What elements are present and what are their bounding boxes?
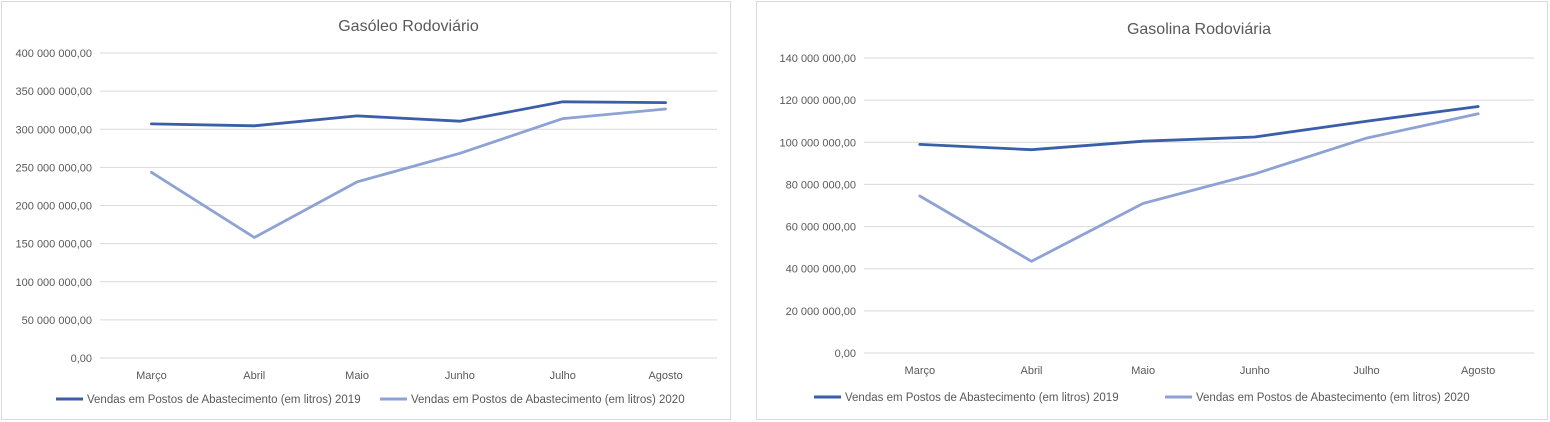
x-tick-label: Agosto <box>1461 365 1495 377</box>
series-line-2 <box>918 112 1480 263</box>
x-tick-label: Março <box>905 365 936 377</box>
x-tick-label: Julho <box>550 370 576 382</box>
y-tick-label: 150 000 000,00 <box>16 239 92 251</box>
x-tick-label: Julho <box>1353 365 1379 377</box>
x-tick-label: Agosto <box>648 370 682 382</box>
y-tick-label: 140 000 000,00 <box>780 53 856 65</box>
y-tick-label: 200 000 000,00 <box>16 201 92 213</box>
legend-label: Vendas em Postos de Abastecimento (em li… <box>87 394 361 406</box>
chart-svg-gasolina: Gasolina Rodoviária 0,00 20 000 000,00 40 0… <box>780 21 1534 404</box>
y-tick-label: 350 000 000,00 <box>16 86 92 98</box>
chart-title: Gasóleo Rodoviário <box>338 18 479 35</box>
legend-label: Vendas em Postos de Abastecimento (em li… <box>1196 392 1470 404</box>
x-tick-label: Abril <box>1020 365 1042 377</box>
y-tick-label: 0,00 <box>71 353 92 365</box>
chart-panel-gasolina: Gasolina Rodoviária 0,00 20 000 000,00 40 0… <box>756 1 1548 420</box>
y-tick-label: 40 000 000,00 <box>786 264 856 276</box>
series-line-2 <box>149 107 667 239</box>
chart-svg-gasoleo: Gasóleo Rodoviário 0,00 50 000 000,00 100 0… <box>16 18 717 406</box>
x-tick-label: Junho <box>445 370 475 382</box>
y-tick-label: 300 000 000,00 <box>16 124 92 136</box>
y-tick-label: 250 000 000,00 <box>16 162 92 174</box>
x-tick-label: Maio <box>345 370 369 382</box>
x-tick-label: Junho <box>1240 365 1270 377</box>
y-tick-label: 100 000 000,00 <box>780 137 856 149</box>
y-tick-label: 80 000 000,00 <box>786 179 856 191</box>
x-tick-label: Março <box>136 370 167 382</box>
y-tick-label: 0,00 <box>835 348 856 360</box>
y-tick-label: 120 000 000,00 <box>780 95 856 107</box>
y-tick-label: 100 000 000,00 <box>16 277 92 289</box>
chart-title: Gasolina Rodoviária <box>1127 21 1271 38</box>
legend-label: Vendas em Postos de Abastecimento (em li… <box>411 394 685 406</box>
legend-label: Vendas em Postos de Abastecimento (em li… <box>845 392 1119 404</box>
y-tick-label: 50 000 000,00 <box>22 315 92 327</box>
series-line-1 <box>918 105 1480 152</box>
y-tick-label: 60 000 000,00 <box>786 222 856 234</box>
y-tick-label: 20 000 000,00 <box>786 306 856 318</box>
y-tick-label: 400 000 000,00 <box>16 48 92 60</box>
x-tick-label: Abril <box>243 370 265 382</box>
chart-panel-gasoleo: Gasóleo Rodoviário 0,00 50 000 000,00 100 0… <box>1 1 731 420</box>
x-tick-label: Maio <box>1131 365 1155 377</box>
series-line-1 <box>149 100 667 128</box>
